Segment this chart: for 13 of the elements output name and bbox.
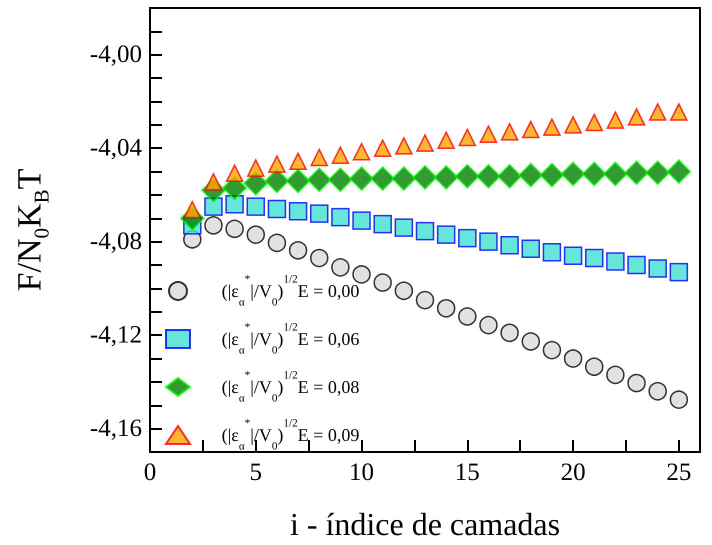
y-tick-label: -4,04 [90, 134, 142, 162]
y-tick-label: -4,16 [90, 415, 142, 442]
x-tick-label: 25 [666, 459, 692, 486]
x-tick-label: 10 [349, 459, 374, 486]
x-tick-label: 15 [454, 459, 480, 486]
y-tick-label: -4,08 [90, 228, 142, 256]
x-axis-title: i - índice de camadas [290, 506, 560, 542]
x-tick-label: 5 [250, 459, 262, 486]
y-axis-title: F/N0KBT [12, 168, 54, 292]
y-tick-label: -4,12 [90, 322, 142, 349]
x-tick-label: 20 [560, 459, 586, 486]
x-tick-label: 0 [144, 459, 156, 486]
y-tick-label: -4,00 [90, 41, 142, 68]
